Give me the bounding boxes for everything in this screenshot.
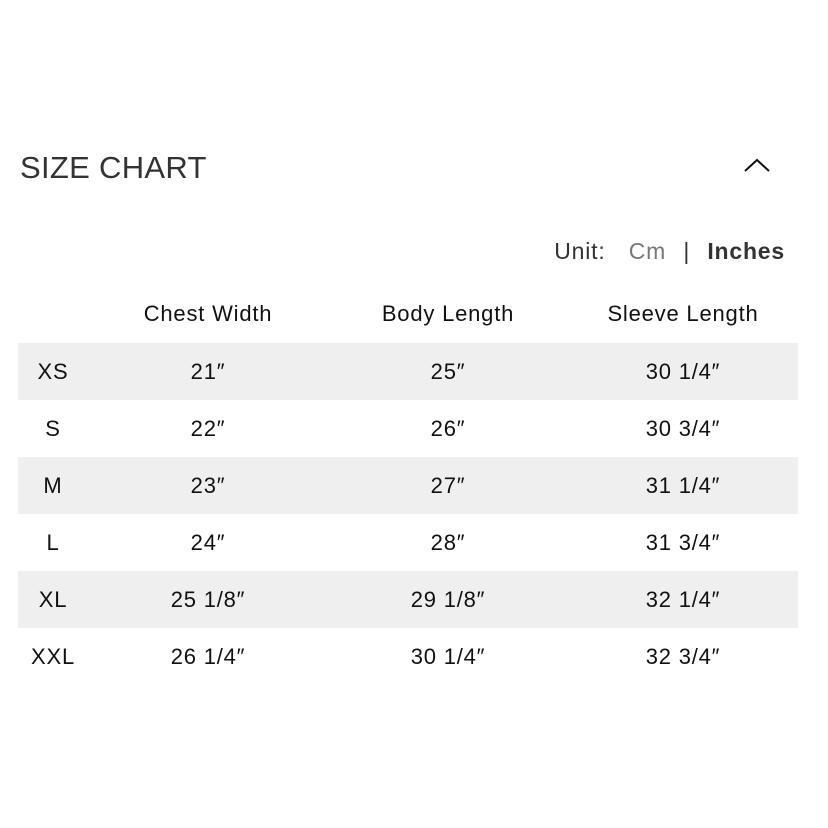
size-cell: XS (18, 343, 88, 400)
table-row: XS 21″ 25″ 30 1/4″ (18, 343, 798, 400)
body-cell: 28″ (430, 529, 466, 555)
body-cell: 26″ (430, 415, 466, 441)
table-row: XXL 26 1/4″ 30 1/4″ 32 3/4″ (18, 628, 798, 685)
chest-cell: 24″ (190, 529, 226, 555)
chevron-up-icon[interactable] (742, 155, 772, 175)
size-cell: M (18, 457, 88, 514)
sleeve-cell: 30 3/4″ (645, 415, 721, 441)
size-table: Chest Width Body Length Sleeve Length XS… (18, 284, 798, 685)
size-cell: L (46, 529, 60, 555)
column-header-chest: Chest Width (143, 300, 273, 326)
chest-cell: 23″ (88, 457, 328, 514)
unit-separator: | (683, 238, 691, 264)
sleeve-cell: 31 1/4″ (568, 457, 798, 514)
unit-label: Unit: (554, 238, 606, 264)
unit-inches-button[interactable]: Inches (707, 238, 785, 264)
body-cell: 25″ (328, 343, 568, 400)
size-cell: XXL (31, 643, 75, 669)
column-header-body: Body Length (381, 300, 515, 326)
column-header-size (18, 284, 88, 343)
column-header-sleeve: Sleeve Length (607, 300, 759, 326)
sleeve-cell: 32 3/4″ (645, 643, 721, 669)
table-row: XL 25 1/8″ 29 1/8″ 32 1/4″ (18, 571, 798, 628)
table-row: M 23″ 27″ 31 1/4″ (18, 457, 798, 514)
body-cell: 29 1/8″ (328, 571, 568, 628)
table-row: L 24″ 28″ 31 3/4″ (18, 514, 798, 571)
table-row: S 22″ 26″ 30 3/4″ (18, 400, 798, 457)
sleeve-cell: 32 1/4″ (568, 571, 798, 628)
sleeve-cell: 31 3/4″ (645, 529, 721, 555)
size-cell: S (45, 415, 61, 441)
page-title: SIZE CHART (20, 150, 207, 185)
sleeve-cell: 30 1/4″ (568, 343, 798, 400)
chest-cell: 26 1/4″ (170, 643, 246, 669)
body-cell: 30 1/4″ (410, 643, 486, 669)
unit-toggle: Unit: Cm | Inches (554, 238, 785, 265)
size-cell: XL (18, 571, 88, 628)
body-cell: 27″ (328, 457, 568, 514)
unit-cm-button[interactable]: Cm (628, 238, 667, 264)
chest-cell: 21″ (88, 343, 328, 400)
chest-cell: 25 1/8″ (88, 571, 328, 628)
chest-cell: 22″ (190, 415, 226, 441)
table-header-row: Chest Width Body Length Sleeve Length (18, 284, 798, 343)
